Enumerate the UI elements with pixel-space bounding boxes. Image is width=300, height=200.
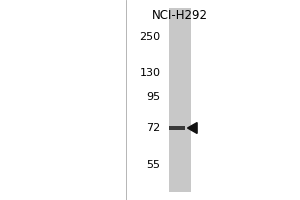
Bar — [169, 126, 185, 130]
Text: 55: 55 — [146, 160, 161, 170]
Bar — [169, 8, 190, 192]
Text: 95: 95 — [146, 92, 161, 102]
Text: 130: 130 — [140, 68, 160, 78]
Text: 72: 72 — [146, 123, 161, 133]
Polygon shape — [188, 123, 197, 133]
Text: 250: 250 — [140, 32, 160, 42]
Text: NCI-H292: NCI-H292 — [152, 9, 208, 22]
